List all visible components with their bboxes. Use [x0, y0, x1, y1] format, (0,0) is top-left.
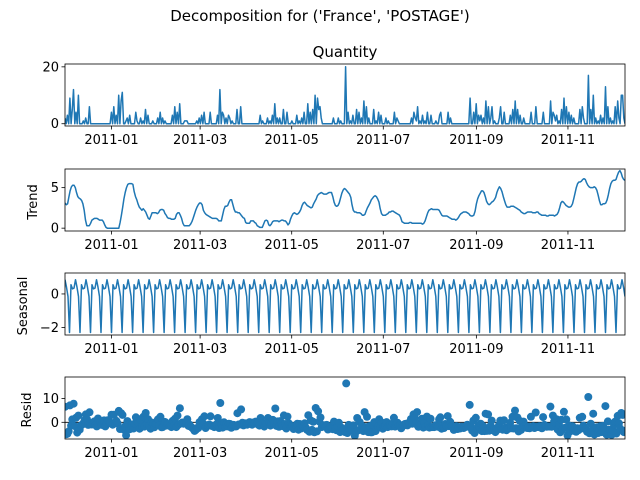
- x-tick-label: 2011-11: [541, 238, 595, 253]
- x-tick-label: 2011-09: [449, 133, 503, 148]
- y-tick-label: 0: [51, 117, 59, 132]
- resid-point: [562, 415, 571, 424]
- resid-point: [618, 410, 625, 419]
- resid-point: [559, 407, 568, 416]
- x-tick-label: 2011-07: [356, 342, 410, 357]
- resid-point: [74, 411, 83, 420]
- resid-point: [69, 399, 78, 408]
- trend-panel: 2011-01 2011-03 2011-05 2011-07 2011-09 2011-…: [51, 168, 626, 253]
- x-tick-label: 2011-07: [356, 238, 410, 253]
- x-tick-label: 2011-11: [541, 342, 595, 357]
- resid-point: [426, 414, 435, 423]
- x-tick-label: 2011-11: [541, 133, 595, 148]
- y-tick-label: 5: [51, 181, 59, 196]
- resid-point: [363, 412, 371, 421]
- seasonal-axes-frame: [64, 272, 626, 336]
- resid-point: [237, 405, 246, 414]
- x-tick-label: 2011-07: [356, 133, 410, 148]
- resid-point: [206, 412, 215, 421]
- seasonal-series-line: [65, 278, 625, 334]
- resid-point: [500, 416, 508, 425]
- resid-point: [546, 402, 555, 411]
- resid-point: [484, 410, 493, 419]
- y-tick-label: 10: [42, 392, 59, 407]
- resid-point: [413, 408, 422, 417]
- x-tick-label: 2011-01: [84, 446, 138, 461]
- x-tick-label: 2011-03: [173, 446, 227, 461]
- x-tick-label: 2011-05: [265, 238, 319, 253]
- resid-point: [271, 404, 280, 413]
- seasonal-panel: 2011-01 2011-03 2011-05 2011-07 2011-09 2011-…: [40, 272, 626, 357]
- resid-point: [173, 411, 182, 420]
- resid-point: [213, 414, 222, 422]
- resid-point: [85, 408, 94, 417]
- y-tick-label: 20: [42, 60, 59, 75]
- x-tick-label: 2011-05: [265, 446, 319, 461]
- x-tick-label: 2011-07: [356, 446, 410, 461]
- resid-point: [511, 406, 519, 415]
- x-tick-label: 2011-03: [173, 133, 227, 148]
- resid-point: [621, 426, 625, 435]
- resid-point: [471, 413, 480, 422]
- quantity-axes-frame: [64, 63, 626, 127]
- resid-point: [603, 417, 612, 426]
- resid-point: [589, 409, 598, 418]
- y-tick-label: −2: [40, 321, 59, 336]
- resid-point: [531, 408, 540, 417]
- x-tick-label: 2011-11: [541, 446, 595, 461]
- y-tick-label: 0: [51, 287, 59, 302]
- resid-point: [487, 416, 496, 425]
- trend-series-line: [65, 169, 625, 229]
- trend-axes-frame: [64, 168, 626, 232]
- resid-point: [283, 412, 292, 421]
- resid-point: [601, 402, 610, 411]
- quantity-subplot-title: Quantity: [313, 43, 378, 61]
- x-tick-label: 2011-01: [84, 133, 138, 148]
- seasonal-ylabel: Seasonal: [16, 277, 31, 336]
- resid-point: [465, 400, 474, 409]
- y-tick-label: 0: [51, 222, 59, 237]
- resid-point: [216, 399, 225, 407]
- x-tick-label: 2011-01: [84, 342, 138, 357]
- y-tick-label: 0: [51, 416, 59, 431]
- figure-title: Decomposition for ('France', 'POSTAGE'): [170, 7, 469, 25]
- x-tick-label: 2011-05: [265, 342, 319, 357]
- resid-point: [141, 409, 150, 417]
- resid-point: [314, 407, 323, 416]
- trend-ylabel: Trend: [26, 184, 41, 221]
- x-tick-label: 2011-09: [449, 342, 503, 357]
- quantity-panel: 2011-01 2011-03 2011-05 2011-07 2011-09 2011-…: [42, 60, 626, 148]
- quantity-series-line: [65, 66, 625, 125]
- resid-point: [436, 413, 445, 422]
- x-tick-label: 2011-03: [173, 342, 227, 357]
- resid-point: [539, 413, 548, 422]
- resid-point: [584, 393, 593, 401]
- x-tick-label: 2011-01: [84, 238, 138, 253]
- resid-points: [65, 379, 625, 439]
- resid-point: [309, 417, 318, 426]
- resid-panel: 2011-01 2011-03 2011-05 2011-07 2011-09 2011-…: [42, 376, 626, 461]
- resid-axes-frame: [64, 376, 626, 440]
- resid-point: [175, 404, 184, 413]
- x-tick-label: 2011-09: [449, 446, 503, 461]
- x-tick-label: 2011-05: [265, 133, 319, 148]
- resid-point: [578, 412, 587, 421]
- x-tick-label: 2011-03: [173, 238, 227, 253]
- resid-point: [342, 379, 351, 388]
- resid-ylabel: Resid: [20, 392, 35, 427]
- x-tick-label: 2011-09: [449, 238, 503, 253]
- resid-point: [316, 413, 325, 422]
- resid-point: [118, 410, 127, 419]
- resid-point: [122, 431, 131, 439]
- resid-point: [200, 412, 209, 421]
